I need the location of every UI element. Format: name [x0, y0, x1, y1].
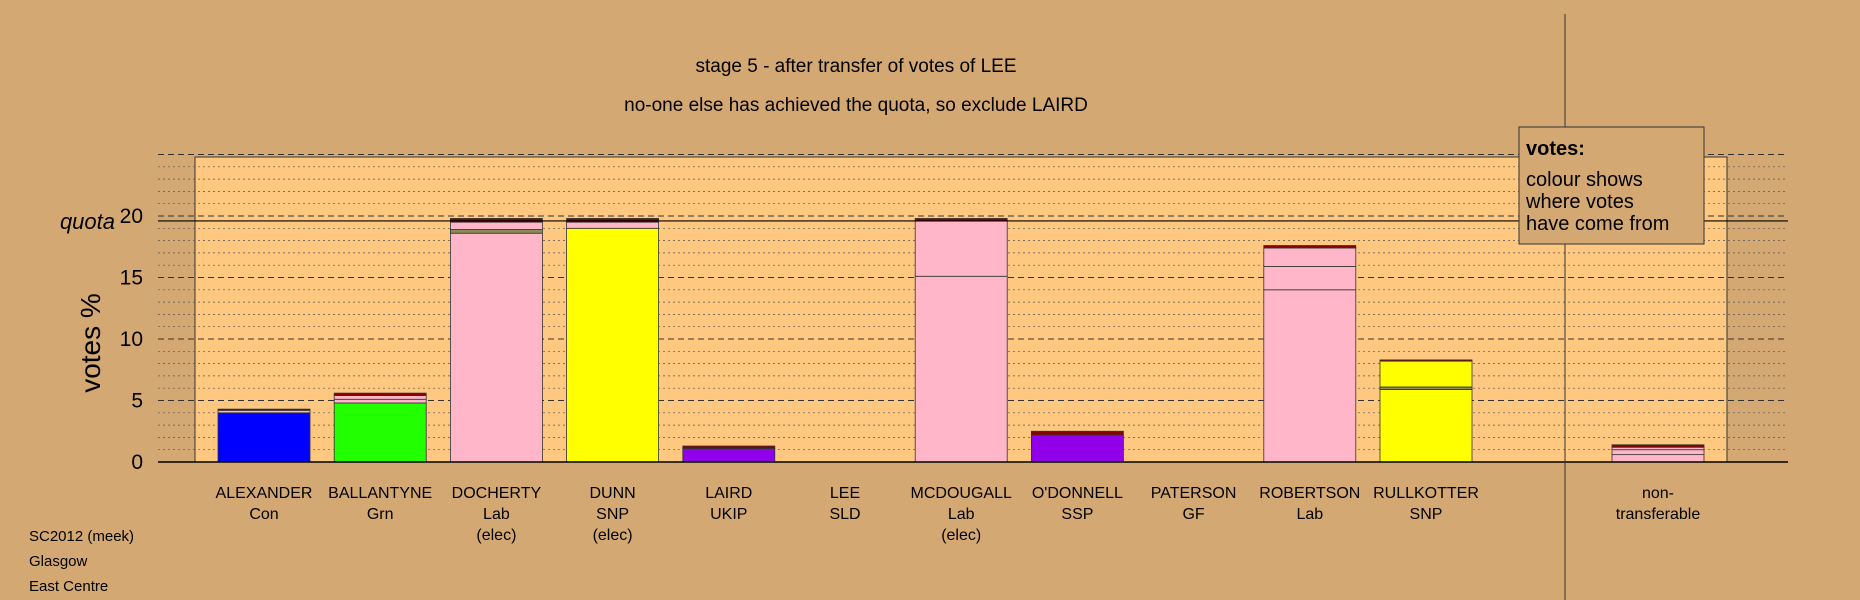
- quota-label: quota: [60, 209, 115, 234]
- bar-odonnell-segment-1: [1031, 434, 1124, 463]
- x-axis-labels: ALEXANDER Con BALLANTYNE Grn DOCHERTY Lab (ele…: [216, 485, 1701, 544]
- bar-robertson-segment-1: [1263, 289, 1357, 463]
- y-tick-label: 15: [120, 267, 143, 290]
- chart-title: stage 5 - after transfer of votes of LEE: [695, 56, 1016, 77]
- bar-docherty-segment-4: [449, 218, 543, 223]
- bar-docherty-segment-3: [449, 221, 543, 230]
- footer-council: Glasgow: [29, 553, 88, 570]
- bar-docherty-segment-2: [449, 229, 543, 234]
- bar-paterson-label-2: GF: [1182, 506, 1204, 523]
- bar-ballantyne-segment-2: [333, 398, 427, 404]
- bar-rullkotter-segment-4: [1379, 359, 1473, 362]
- bar-dunn-label-3: (elec): [593, 527, 633, 544]
- legend: votes: colour shows where votes have com…: [1518, 126, 1705, 245]
- bar-dunn-segment-1: [566, 227, 659, 463]
- legend-line-1: colour shows: [1526, 169, 1643, 191]
- footer-election: SC2012 (meek): [29, 528, 134, 545]
- bar-mcdougall-label-2: Lab: [948, 506, 975, 523]
- y-tick-label: 20: [120, 205, 143, 228]
- bar-docherty-label-1: DOCHERTY: [452, 485, 542, 502]
- y-axis: 0 5 10 15 20: [120, 205, 143, 474]
- bar-odonnell-label-1: O'DONNELL: [1032, 485, 1123, 502]
- bar-nontransferable-label-1: non-: [1642, 485, 1674, 502]
- bar-dunn-label-2: SNP: [596, 506, 629, 523]
- bars: [217, 218, 1705, 463]
- bar-lee-label-1: LEE: [830, 485, 860, 502]
- bar-docherty-label-3: (elec): [476, 527, 516, 544]
- bar-docherty-segment-1: [449, 232, 543, 463]
- bar-alexander-segment-1: [217, 412, 311, 463]
- bar-odonnell-segment-2: [1031, 430, 1124, 436]
- legend-box: [1518, 126, 1705, 245]
- bar-robertson-segment-3: [1263, 247, 1357, 267]
- bar-robertson-segment-4: [1263, 245, 1357, 249]
- bar-alexander-label-1: ALEXANDER: [216, 485, 313, 502]
- bar-paterson-label-1: PATERSON: [1151, 485, 1237, 502]
- bar-nontransferable-segment-2: [1611, 449, 1705, 456]
- bar-laird-segment-1: [682, 448, 776, 463]
- bar-docherty-label-2: Lab: [483, 506, 510, 523]
- bar-robertson-label-1: ROBERTSON: [1259, 485, 1360, 502]
- bar-nontransferable-label-2: transferable: [1616, 506, 1701, 523]
- bar-robertson-segment-2: [1263, 266, 1357, 291]
- bar-dunn-segment-2: [566, 221, 659, 229]
- legend-line-2: where votes: [1525, 191, 1634, 213]
- y-tick-label: 5: [131, 390, 143, 413]
- bar-alexander-label-2: Con: [249, 506, 278, 523]
- bar-mcdougall-label-1: MCDOUGALL: [911, 485, 1012, 502]
- bar-laird-segment-2: [682, 445, 776, 449]
- bar-laird-label-1: LAIRD: [705, 485, 752, 502]
- bar-ballantyne-label-1: BALLANTYNE: [328, 485, 432, 502]
- bar-mcdougall-segment-2: [914, 220, 1008, 277]
- bar-mcdougall-label-3: (elec): [941, 527, 981, 544]
- bar-rullkotter-label-2: SNP: [1410, 506, 1443, 523]
- bar-ballantyne-label-2: Grn: [367, 506, 394, 523]
- bar-rullkotter-label-1: RULLKOTTER: [1373, 485, 1479, 502]
- bar-rullkotter-segment-1: [1379, 389, 1473, 463]
- bar-robertson-label-2: Lab: [1296, 506, 1323, 523]
- footer-ward: East Centre: [29, 578, 108, 595]
- bar-nontransferable-segment-1: [1611, 454, 1705, 463]
- bar-laird-label-2: UKIP: [710, 506, 747, 523]
- y-axis-label: votes %: [75, 293, 106, 393]
- bar-lee-label-2: SLD: [829, 506, 860, 523]
- legend-line-3: have come from: [1526, 213, 1669, 235]
- bar-odonnell-label-2: SSP: [1061, 506, 1093, 523]
- bar-rullkotter-segment-3: [1379, 360, 1473, 388]
- bar-alexander-segment-3: [217, 408, 311, 411]
- bar-mcdougall-segment-1: [914, 275, 1008, 463]
- chart-subtitle: no-one else has achieved the quota, so e…: [624, 95, 1088, 116]
- bar-ballantyne-segment-4: [333, 392, 427, 396]
- bar-ballantyne-segment-1: [333, 402, 427, 463]
- bar-dunn-label-1: DUNN: [589, 485, 635, 502]
- y-tick-label: 0: [131, 451, 143, 474]
- bar-nontransferable-segment-4: [1611, 444, 1705, 448]
- bar-ballantyne-segment-3: [333, 395, 427, 400]
- legend-title: votes:: [1526, 138, 1585, 160]
- y-tick-label: 10: [120, 328, 143, 351]
- bar-dunn-segment-3: [566, 218, 659, 223]
